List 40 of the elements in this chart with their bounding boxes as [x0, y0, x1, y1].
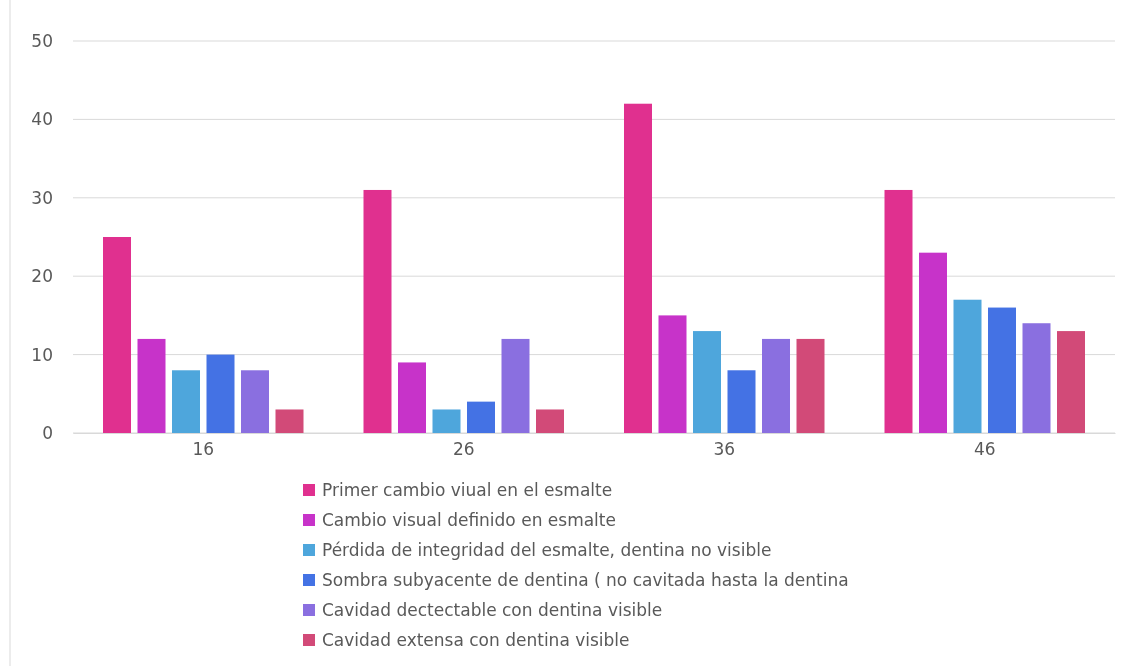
x-tick-label: 36 — [713, 439, 736, 460]
bar — [1022, 323, 1051, 433]
bar — [103, 237, 131, 433]
bar — [658, 315, 687, 433]
bar — [275, 409, 304, 433]
legend-label: Sombra subyacente de dentina ( no cavitada hasta la dentina — [322, 570, 849, 590]
legend-label: Cambio visual definido en esmalte — [322, 510, 616, 530]
x-tick-label: 16 — [192, 439, 215, 460]
bar — [467, 401, 495, 433]
bar — [727, 370, 756, 433]
bar — [536, 409, 564, 433]
bar — [884, 189, 913, 433]
x-tick-label: 26 — [452, 439, 475, 460]
bar — [919, 252, 947, 433]
bar — [363, 189, 392, 433]
bar — [624, 103, 652, 433]
bar — [953, 299, 982, 433]
bar — [432, 409, 461, 433]
legend-label: Cavidad dectectable con dentina visible — [322, 600, 663, 620]
bar — [137, 338, 166, 433]
y-tick-label: 0 — [42, 422, 53, 443]
bar — [693, 331, 721, 433]
bar — [172, 370, 200, 433]
bar — [988, 307, 1016, 433]
legend-label: Primer cambio viual en el esmalte — [322, 480, 613, 500]
bar — [1057, 331, 1085, 433]
bar — [398, 362, 426, 433]
y-tick-label: 30 — [31, 187, 53, 208]
y-tick-label: 10 — [31, 344, 53, 365]
y-tick-label: 50 — [31, 30, 53, 51]
bar — [241, 370, 269, 433]
y-tick-label: 40 — [31, 109, 53, 130]
bar — [206, 354, 235, 433]
legend-label: Pérdida de integridad del esmalte, dentina no visible — [322, 540, 772, 560]
legend-label: Cavidad extensa con dentina visible — [322, 630, 630, 650]
bar — [796, 338, 825, 433]
bar — [501, 338, 530, 433]
x-tick-label: 46 — [973, 439, 996, 460]
y-tick-label: 20 — [31, 266, 53, 287]
bar — [762, 338, 790, 433]
